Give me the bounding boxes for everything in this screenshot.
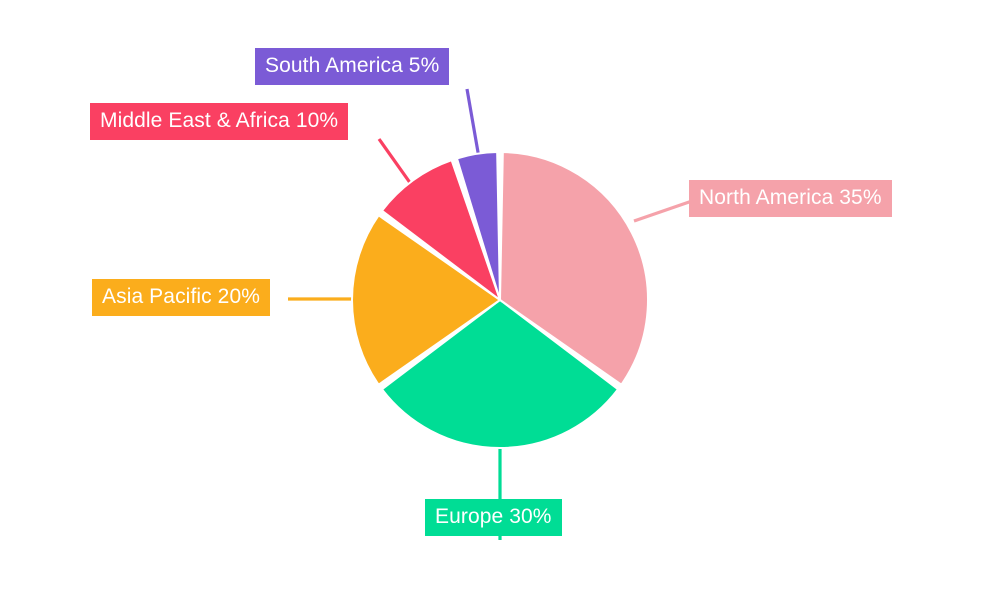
pie-slice-group <box>351 151 649 449</box>
pie-label-south-america[interactable]: South America 5% <box>255 48 450 85</box>
pie-slice-asia-pacific[interactable] <box>351 213 502 387</box>
leader-line <box>465 88 481 159</box>
pie-slice-middle-east-africa[interactable] <box>380 158 503 303</box>
leader-line <box>633 199 693 223</box>
pie-slice-north-america[interactable] <box>498 151 649 387</box>
pie-slice-europe[interactable] <box>380 298 620 449</box>
pie-label-north-america[interactable]: North America 35% <box>689 180 892 217</box>
pie-label-middle-east-africa[interactable]: Middle East & Africa 10% <box>90 103 349 140</box>
pie-label-europe[interactable]: Europe 30% <box>425 499 562 536</box>
pie-label-asia-pacific[interactable]: Asia Pacific 20% <box>92 279 271 316</box>
pie-slice-south-america[interactable] <box>455 151 501 301</box>
